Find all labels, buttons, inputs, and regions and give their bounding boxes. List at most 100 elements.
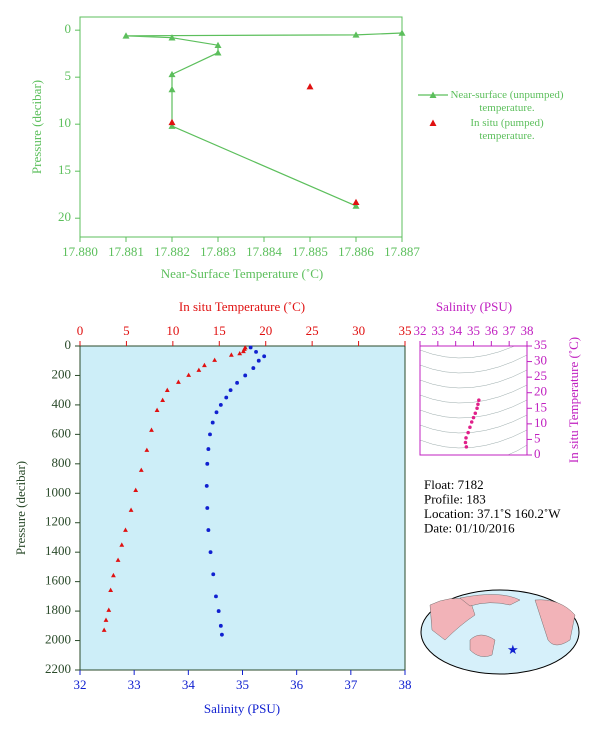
data-point: [228, 352, 234, 357]
x-tick-label: 35: [236, 677, 249, 692]
data-point: [205, 461, 210, 466]
x-tick-label: 35: [399, 323, 412, 338]
x-tick-label: 35: [467, 323, 480, 338]
y-tick-label: 800: [52, 455, 72, 470]
x-tick-label: 17.883: [200, 244, 236, 259]
x-tick-label: 17.886: [338, 244, 374, 259]
data-point: [168, 122, 176, 129]
data-point: [256, 358, 261, 363]
y-tick-label: 0: [534, 446, 541, 461]
y-axis-label: In situ Temperature (˚C): [566, 337, 581, 463]
data-point: [168, 70, 176, 78]
y-tick-label: 1600: [45, 573, 71, 588]
x-axis-label: Near-Surface Temperature (˚C): [161, 266, 323, 281]
y-tick-label: 400: [52, 396, 72, 411]
y-tick-label: 200: [52, 366, 72, 381]
y-axis-label: Pressure (decibar): [13, 461, 28, 555]
data-point: [160, 397, 166, 402]
data-point: [214, 49, 222, 56]
y-tick-label: 1000: [45, 484, 71, 499]
density-contours: [420, 346, 527, 455]
y-tick-label: 10: [534, 415, 547, 430]
x-tick-label: 33: [128, 677, 141, 692]
data-point: [219, 632, 224, 637]
data-point: [108, 587, 114, 592]
data-point: [352, 202, 360, 209]
x-tick-label: 38: [399, 677, 412, 692]
y-tick-label: 20: [534, 384, 547, 399]
data-point: [477, 398, 481, 402]
data-point: [471, 415, 476, 420]
y-tick-label: 15: [58, 162, 71, 177]
data-point: [204, 483, 209, 488]
data-point: [475, 406, 479, 411]
data-point: [306, 83, 314, 90]
data-point: [398, 29, 406, 36]
data-point: [168, 34, 176, 41]
x-tick-label: 30: [352, 323, 365, 338]
data-point: [241, 348, 246, 354]
data-point: [205, 506, 210, 510]
x-tick-label: 5: [123, 323, 130, 338]
data-point: [206, 528, 211, 533]
x-tick-label: 20: [259, 323, 272, 338]
x-tick-label: 32: [414, 323, 427, 338]
x-tick-label: 17.887: [384, 244, 420, 259]
y-tick-label: 15: [534, 399, 547, 414]
x-tick-label: 36: [485, 323, 499, 338]
x-tick-label: 34: [182, 677, 196, 692]
x-tick-label: 0: [77, 323, 84, 338]
data-point: [196, 367, 202, 372]
data-point: [469, 420, 474, 424]
x-tick-label: 37: [503, 323, 517, 338]
x-tick-label: 17.884: [246, 244, 282, 259]
y-axis-label: Pressure (decibar): [29, 80, 44, 174]
data-point: [214, 41, 222, 49]
data-point: [186, 372, 192, 377]
data-point: [463, 440, 468, 445]
data-point: [248, 345, 253, 350]
x-axis-label: Salinity (PSU): [436, 299, 512, 314]
x-tick-label: 17.881: [108, 244, 144, 259]
y-tick-label: 600: [52, 425, 72, 440]
data-point: [144, 447, 150, 452]
data-point: [103, 617, 109, 622]
y-tick-label: 1400: [45, 543, 71, 558]
data-point: [243, 373, 248, 378]
y-tick-label: 20: [58, 209, 71, 224]
data-point: [208, 550, 213, 555]
data-point: [214, 410, 219, 415]
svg-text:★: ★: [507, 642, 519, 657]
data-point: [122, 32, 130, 39]
float-info: Location: 37.1˚S 160.2˚W: [424, 506, 561, 521]
data-point: [473, 411, 478, 416]
legend-marker: [429, 119, 437, 126]
float-info: Date: 01/10/2016: [424, 520, 515, 535]
y-tick-label: 10: [58, 115, 71, 130]
data-point: [119, 542, 125, 547]
y-tick-label: 25: [534, 368, 547, 383]
data-point: [128, 507, 134, 512]
x-tick-label: 33: [431, 323, 444, 338]
data-point: [476, 402, 480, 406]
y-tick-label: 30: [534, 353, 547, 368]
x-tick-label: 10: [166, 323, 179, 338]
x-axis-label: Salinity (PSU): [204, 701, 280, 716]
x-tick-label: 38: [521, 323, 534, 338]
data-point: [202, 362, 207, 368]
x-tick-label: 17.885: [292, 244, 328, 259]
data-point: [106, 607, 112, 612]
data-point: [352, 198, 360, 206]
data-point: [176, 379, 181, 384]
x2-axis-label: In situ Temperature (˚C): [179, 299, 305, 314]
series-line: [125, 32, 403, 207]
data-point: [133, 487, 139, 492]
data-point: [216, 609, 221, 614]
y-tick-label: 5: [65, 68, 72, 83]
float-info: Profile: 183: [424, 491, 486, 506]
data-point: [224, 395, 229, 400]
data-point: [237, 350, 243, 356]
data-point: [466, 430, 470, 435]
data-point: [206, 447, 211, 452]
